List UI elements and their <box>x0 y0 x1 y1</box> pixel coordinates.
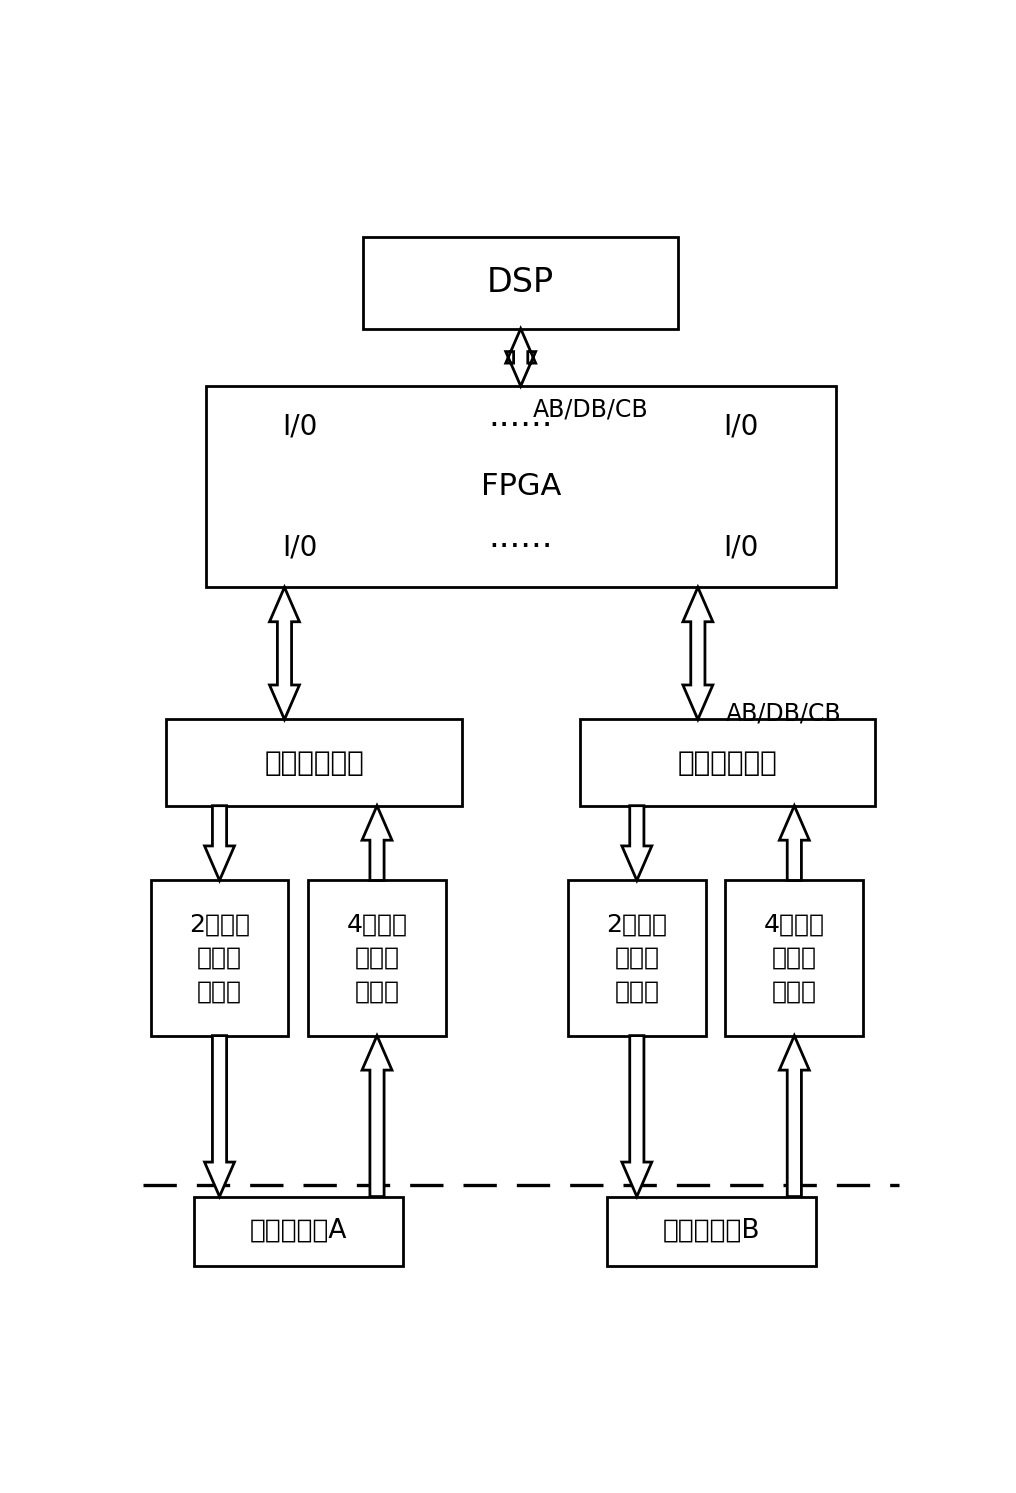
Bar <box>308 881 446 1036</box>
Polygon shape <box>269 587 300 720</box>
Text: 4路输入
信号调
理电路: 4路输入 信号调 理电路 <box>346 912 407 1003</box>
Text: I/0: I/0 <box>282 412 318 440</box>
Bar <box>167 720 461 806</box>
Bar <box>608 1196 816 1266</box>
Text: 2路输出
励磁缓
冲电路: 2路输出 励磁缓 冲电路 <box>189 912 250 1003</box>
Polygon shape <box>362 806 392 881</box>
Text: 模数转换电路: 模数转换电路 <box>264 748 364 776</box>
Text: I/0: I/0 <box>723 533 759 561</box>
Polygon shape <box>204 1036 235 1196</box>
Bar <box>194 1196 402 1266</box>
Polygon shape <box>622 1036 652 1196</box>
Text: 模数转换电路: 模数转换电路 <box>678 748 777 776</box>
Polygon shape <box>779 1036 810 1196</box>
Text: ······: ······ <box>489 530 553 563</box>
Text: DSP: DSP <box>487 266 555 299</box>
Bar <box>568 881 706 1036</box>
Bar <box>580 720 875 806</box>
Text: FPGA: FPGA <box>481 472 561 502</box>
Text: 旋转变压器B: 旋转变压器B <box>662 1218 760 1244</box>
Polygon shape <box>622 806 652 881</box>
Text: I/0: I/0 <box>723 412 759 440</box>
Polygon shape <box>683 587 713 720</box>
Polygon shape <box>362 1036 392 1196</box>
Polygon shape <box>204 806 235 881</box>
Bar <box>725 881 864 1036</box>
Text: 旋转变压器A: 旋转变压器A <box>250 1218 346 1244</box>
Bar <box>364 237 679 328</box>
Polygon shape <box>506 328 535 387</box>
Text: ······: ······ <box>489 409 553 443</box>
Text: AB/DB/CB: AB/DB/CB <box>532 397 648 421</box>
Bar <box>150 881 289 1036</box>
Polygon shape <box>779 806 810 881</box>
Text: 4路输入
信号调
理电路: 4路输入 信号调 理电路 <box>764 912 825 1003</box>
Text: 2路输出
励磁缓
冲电路: 2路输出 励磁缓 冲电路 <box>607 912 668 1003</box>
Text: I/0: I/0 <box>282 533 318 561</box>
Bar <box>205 387 836 587</box>
Text: AB/DB/CB: AB/DB/CB <box>725 702 841 726</box>
